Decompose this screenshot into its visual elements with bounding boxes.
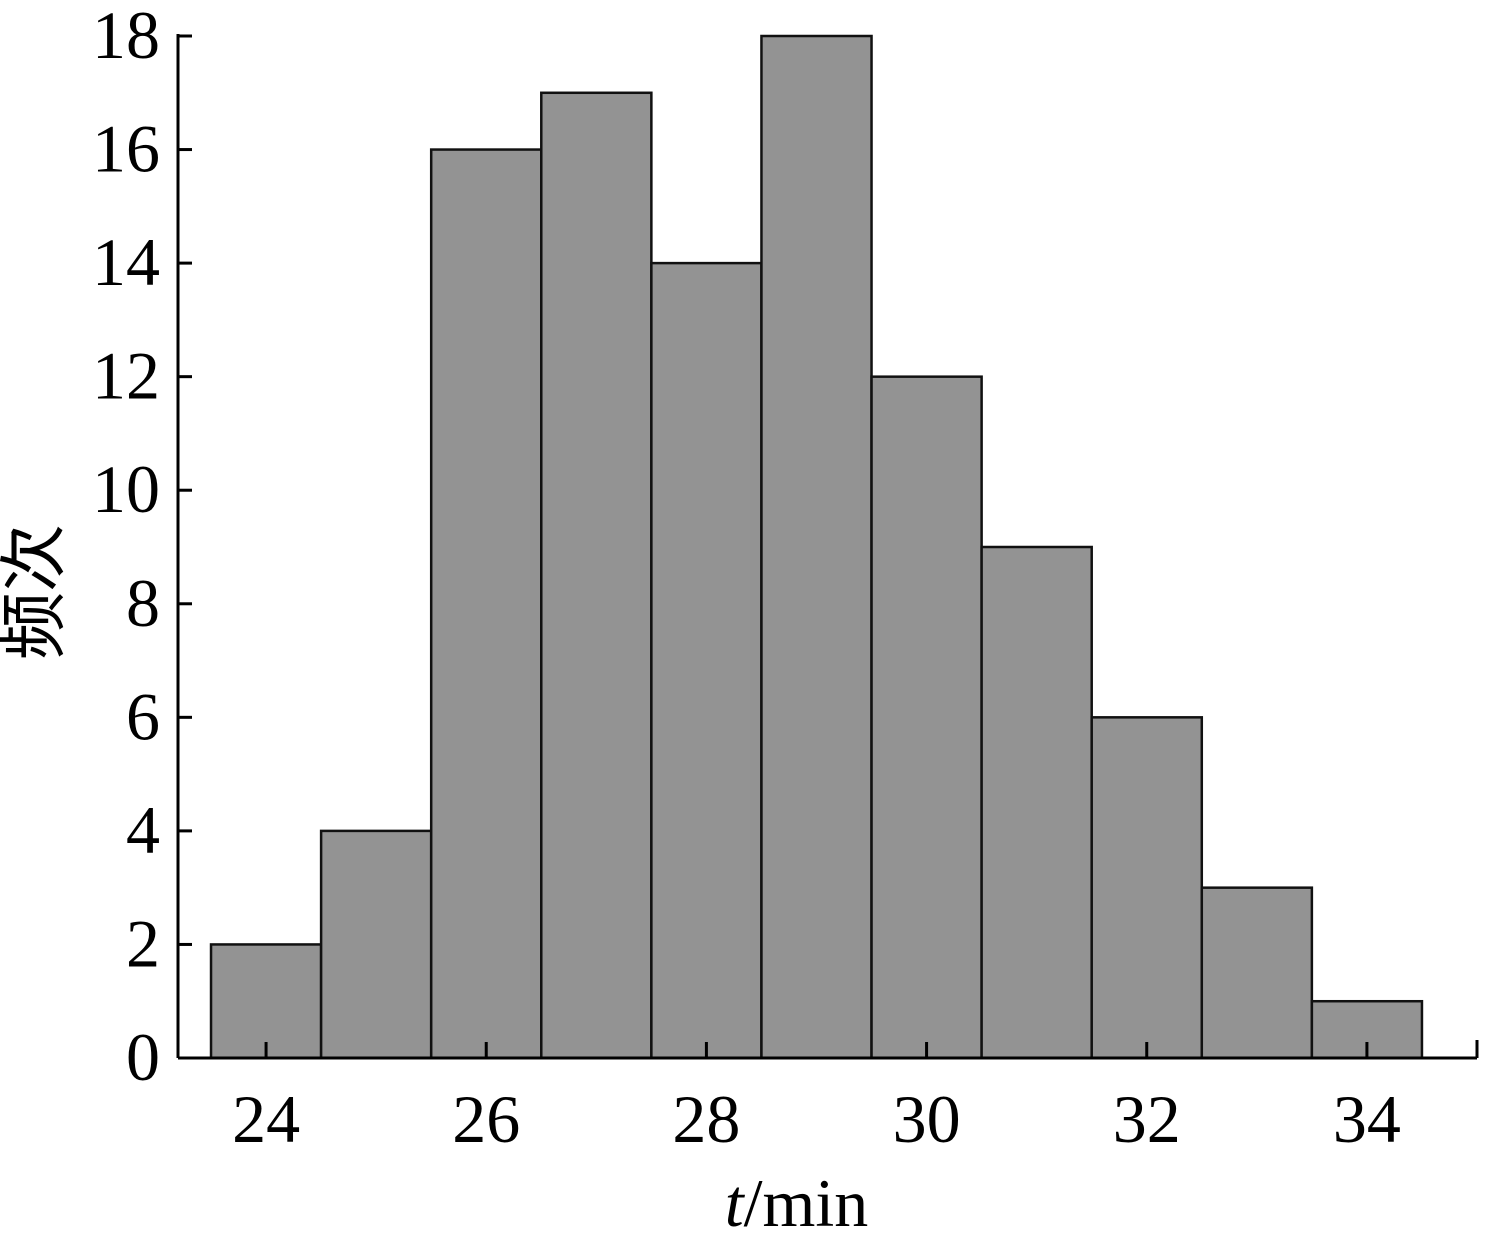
x-axis-variable: t <box>725 1165 746 1240</box>
x-tick-label-30: 30 <box>893 1081 961 1157</box>
axes-group <box>176 34 1479 1060</box>
x-tick-label-34: 34 <box>1333 1081 1401 1157</box>
bar-25 <box>319 829 433 1060</box>
y-tick-label-14: 14 <box>92 224 160 300</box>
y-tick-label-2: 2 <box>126 905 160 981</box>
y-ticks-group: 0 2 4 6 8 10 12 14 16 18 <box>92 0 192 1095</box>
bar-28 <box>650 261 763 1060</box>
x-axis-unit: /min <box>744 1165 869 1240</box>
y-tick-label-18: 18 <box>92 0 160 73</box>
y-axis-title: 频次 <box>0 524 73 660</box>
bar-32 <box>1090 716 1204 1060</box>
y-tick-label-4: 4 <box>126 792 160 868</box>
bar-33 <box>1200 886 1314 1060</box>
bar-30 <box>870 375 983 1060</box>
y-tick-label-0: 0 <box>126 1019 160 1095</box>
x-axis-title: t/min <box>725 1165 869 1240</box>
bar-31 <box>980 545 1093 1060</box>
bars-group <box>209 34 1424 1060</box>
y-tick-label-10: 10 <box>92 451 160 527</box>
bar-24 <box>209 943 323 1060</box>
bar-26 <box>429 148 543 1060</box>
y-tick-label-12: 12 <box>92 338 160 414</box>
x-tick-label-32: 32 <box>1113 1081 1181 1157</box>
x-tick-label-26: 26 <box>452 1081 520 1157</box>
x-ticks-group: 24 26 28 30 32 34 <box>232 1042 1401 1157</box>
y-tick-label-16: 16 <box>92 111 160 187</box>
y-tick-label-6: 6 <box>126 678 160 754</box>
x-tick-label-28: 28 <box>672 1081 740 1157</box>
y-tick-label-8: 8 <box>126 565 160 641</box>
bar-27 <box>540 91 653 1060</box>
bar-29 <box>760 34 873 1060</box>
x-tick-label-24: 24 <box>232 1081 300 1157</box>
